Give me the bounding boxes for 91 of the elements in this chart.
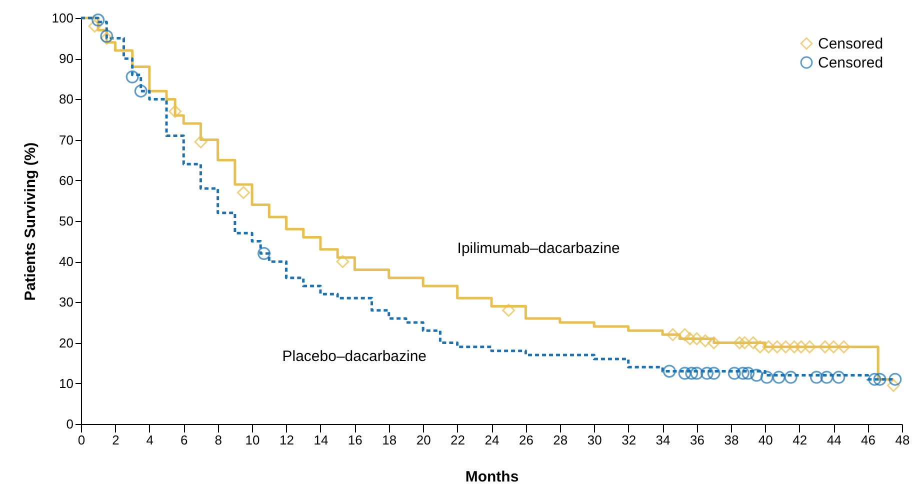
y-tick-label: 100 (52, 10, 74, 26)
point (810, 370, 823, 384)
point (258, 246, 271, 260)
x-tick-label: 42 (792, 432, 808, 448)
point (88, 20, 102, 33)
point (760, 370, 774, 384)
point (707, 366, 720, 380)
point (168, 104, 182, 118)
series-label: Placebo–dacarbazine (282, 348, 427, 365)
point (666, 328, 680, 342)
point (236, 186, 250, 200)
x-tick-label: 22 (450, 432, 466, 448)
point (742, 366, 755, 380)
point (868, 372, 882, 386)
point (873, 372, 886, 386)
point (832, 370, 846, 384)
x-tick-label: 16 (348, 432, 362, 448)
point (784, 370, 798, 384)
point (738, 336, 752, 350)
y-tick-label: 30 (59, 294, 74, 310)
x-tick-label: 34 (656, 432, 670, 448)
point (754, 340, 767, 354)
point (698, 334, 712, 348)
y-tick-label: 40 (59, 254, 74, 270)
point (827, 340, 840, 354)
x-tick-label: 6 (180, 432, 188, 448)
x-tick-label: 14 (314, 432, 328, 448)
x-tick-label: 20 (416, 432, 431, 448)
x-tick-label: 28 (553, 432, 568, 448)
point (818, 340, 832, 354)
x-tick-label: 2 (112, 432, 120, 448)
point (779, 340, 792, 354)
x-tick-label: 10 (245, 432, 260, 448)
point (762, 340, 776, 354)
x-tick-label: 46 (861, 432, 876, 448)
y-tick-label: 70 (59, 132, 74, 148)
point (837, 340, 850, 354)
point (92, 14, 105, 27)
y-tick-label: 10 (59, 376, 74, 391)
point (662, 364, 676, 378)
point (700, 366, 714, 380)
y-tick-label: 90 (59, 51, 74, 66)
x-tick-label: 40 (758, 432, 773, 448)
x-tick-label: 4 (146, 432, 154, 448)
x-tick-label: 8 (214, 432, 222, 448)
x-tick-label: 26 (518, 432, 534, 448)
y-tick-label: 0 (66, 416, 74, 432)
point (678, 328, 692, 342)
point (707, 336, 720, 350)
point (746, 336, 760, 350)
y-tick-label: 20 (59, 335, 74, 350)
x-tick-label: 12 (280, 432, 294, 448)
point (126, 70, 139, 84)
point (803, 340, 816, 354)
x-tick-label: 0 (78, 432, 86, 448)
x-tick-label: 18 (382, 432, 397, 448)
legend-label: Censored (818, 54, 884, 72)
point (502, 304, 516, 317)
y-tick-label: 60 (59, 172, 74, 188)
point (690, 332, 704, 346)
point (820, 370, 834, 384)
x-tick-label: 38 (724, 432, 739, 448)
point (134, 84, 148, 98)
series-label: Ipilimumab–dacarbazine (457, 240, 620, 258)
x-axis-title: Months (465, 468, 519, 486)
point (336, 255, 350, 268)
y-axis-title: Patients Surviving (%) (22, 142, 39, 301)
y-tick-label: 50 (59, 214, 74, 228)
point (736, 366, 750, 380)
point (888, 372, 902, 386)
point (750, 368, 764, 382)
legend-label: Censored (818, 36, 884, 52)
point (788, 340, 801, 354)
point (728, 366, 741, 380)
point (685, 366, 698, 380)
point (733, 336, 746, 350)
x-tick-label: 32 (622, 432, 636, 448)
point (194, 135, 208, 148)
x-tick-label: 30 (587, 432, 602, 448)
point (886, 378, 900, 392)
x-tick-label: 24 (484, 432, 500, 448)
point (770, 340, 784, 354)
point (794, 340, 808, 354)
y-tick-label: 80 (59, 92, 74, 107)
x-tick-label: 48 (895, 432, 910, 448)
point (690, 366, 704, 380)
x-tick-label: 36 (690, 432, 704, 448)
x-tick-label: 44 (826, 432, 842, 448)
point (678, 366, 692, 380)
point (683, 332, 696, 346)
point (772, 370, 786, 384)
